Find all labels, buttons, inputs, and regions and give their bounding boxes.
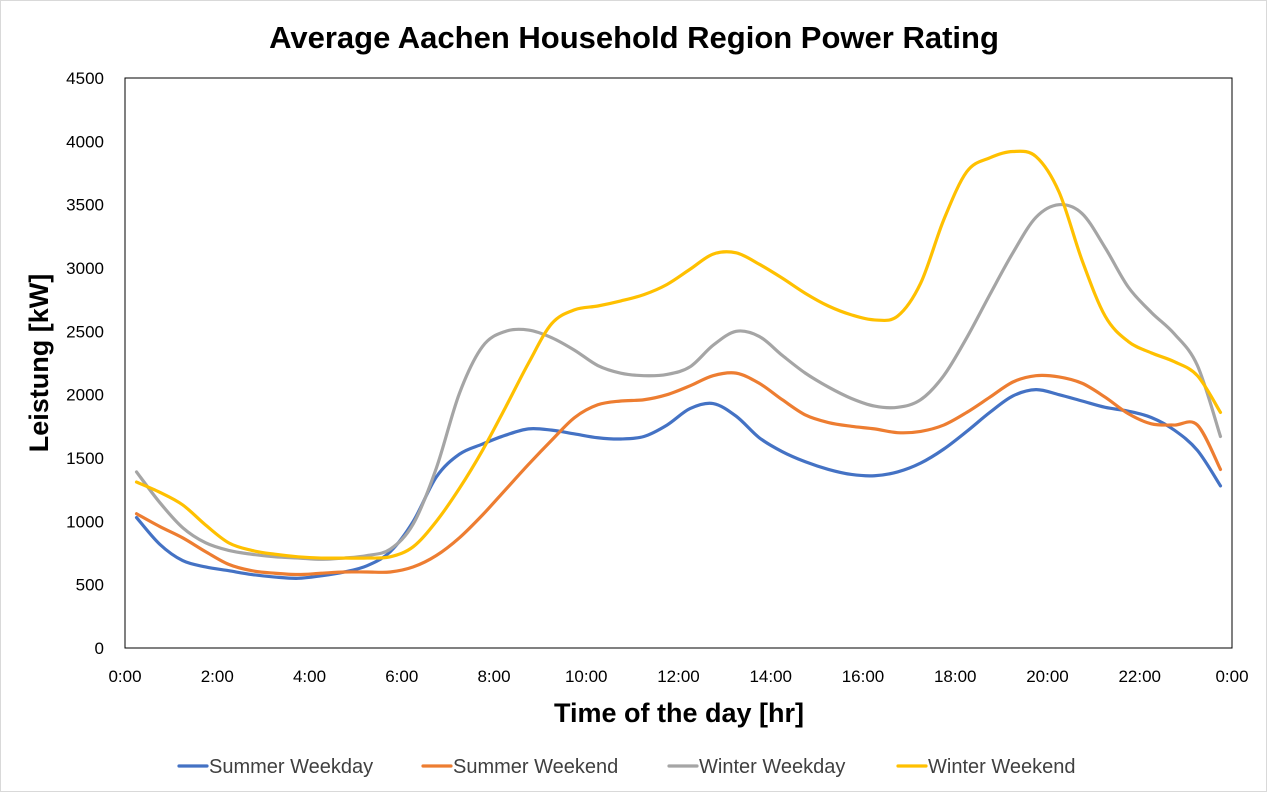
y-tick-label: 4500 [66,69,104,88]
series-line-summer-weekday [134,387,1223,580]
x-tick-label: 4:00 [293,667,326,686]
y-tick-label: 500 [76,576,104,595]
series-lines [134,149,1223,580]
y-tick-label: 0 [95,639,104,658]
legend-label-winter-weekday: Winter Weekday [699,756,845,778]
x-tick-label: 20:00 [1026,667,1069,686]
x-tick-label: 8:00 [477,667,510,686]
y-tick-label: 1000 [66,512,104,531]
x-tick-label: 12:00 [657,667,700,686]
legend-label-summer-weekend: Summer Weekend [453,756,618,778]
legend: Summer Weekday Summer Weekend Winter Weekd… [177,756,1075,778]
y-tick-label: 3000 [66,259,104,278]
y-tick-label: 1500 [66,449,104,468]
legend-label-summer-weekday: Summer Weekday [209,756,373,778]
series-line-winter-weekend [134,149,1223,560]
y-tick-label: 3500 [66,196,104,215]
x-tick-label: 18:00 [934,667,977,686]
y-tick-label: 2000 [66,386,104,405]
plot-area [124,77,1233,649]
y-tick-label: 4000 [66,132,104,151]
x-tick-label: 16:00 [842,667,885,686]
legend-label-winter-weekend: Winter Weekend [928,756,1075,778]
series-line-summer-weekend [134,371,1223,577]
y-tick-label: 2500 [66,322,104,341]
x-tick-label: 2:00 [201,667,234,686]
chart-title: Average Aachen Household Region Power Ra… [269,20,999,55]
x-axis-ticks: 0:00 2:00 4:00 6:00 8:00 10:00 12:00 14:00 16:00… [108,667,1248,686]
y-axis-ticks: 0 500 1000 1500 2000 2500 3000 3500 4000 4500 [66,69,104,658]
x-tick-label: 0:00 [1215,667,1248,686]
x-tick-label: 22:00 [1118,667,1161,686]
x-tick-label: 6:00 [385,667,418,686]
y-axis-title: Leistung [kW] [24,274,54,452]
x-axis-title: Time of the day [hr] [554,698,804,728]
x-tick-label: 0:00 [108,667,141,686]
x-tick-label: 14:00 [749,667,792,686]
x-tick-label: 10:00 [565,667,608,686]
